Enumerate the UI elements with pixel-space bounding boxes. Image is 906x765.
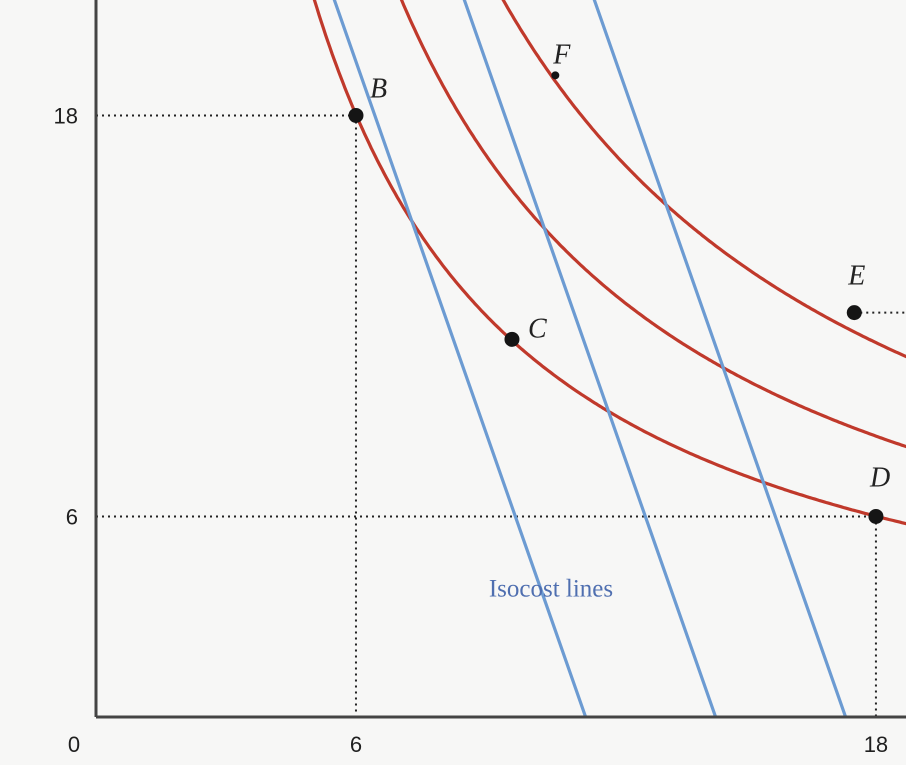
isocost-lines-label: Isocost lines	[489, 576, 613, 603]
y-tick-label-6: 6	[66, 504, 78, 529]
isocost-line-2	[462, 0, 718, 717]
x-tick-label-18: 18	[864, 732, 888, 757]
labeled-points: B C D E F	[348, 39, 890, 524]
isoquant-curves	[312, 0, 906, 526]
y-tick-label-18: 18	[54, 103, 78, 128]
isocost-lines	[332, 0, 848, 717]
isoquant-curve-1	[312, 0, 906, 526]
origin-label: 0	[68, 732, 80, 757]
point-d-label: D	[869, 462, 890, 493]
point-b-label: B	[370, 73, 387, 104]
point-f-label: F	[552, 39, 571, 70]
guide-lines	[96, 114, 906, 717]
point-e-label: E	[847, 261, 865, 292]
point-e-marker	[846, 305, 862, 321]
tick-labels: 6 18 6 18	[54, 103, 889, 757]
isocost-line-3	[592, 0, 848, 717]
point-d-marker	[868, 508, 884, 524]
isoquant-curve-3	[501, 0, 906, 359]
point-f-marker	[551, 71, 560, 80]
point-c-label: C	[528, 313, 547, 344]
isoquant-curve-2	[399, 0, 906, 449]
isocost-line-1	[332, 0, 588, 717]
point-c-marker	[504, 331, 520, 347]
point-b-marker	[348, 107, 364, 123]
x-tick-label-6: 6	[350, 732, 362, 757]
